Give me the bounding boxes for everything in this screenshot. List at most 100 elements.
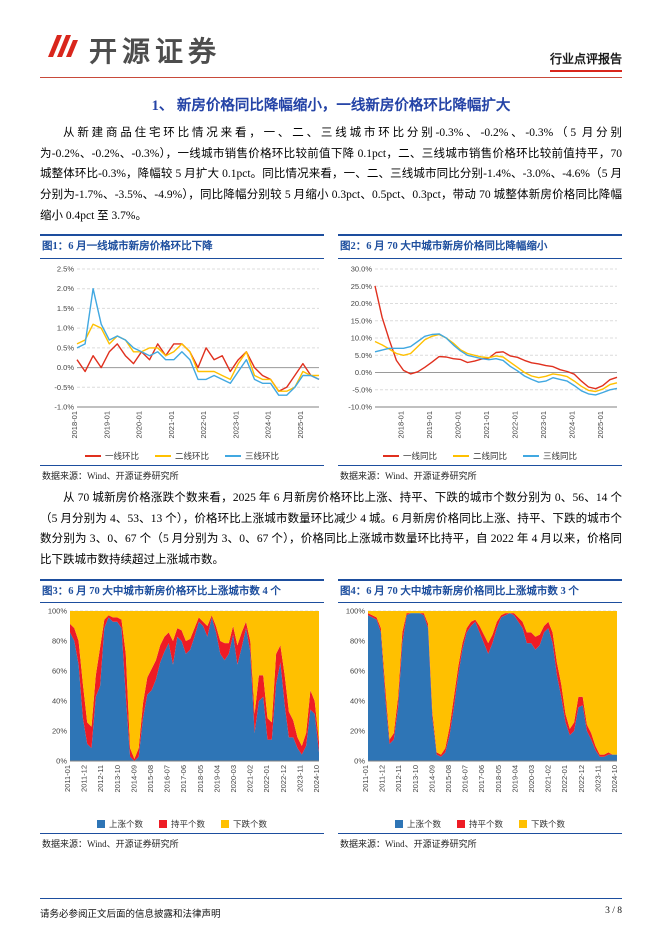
svg-text:-1.0%: -1.0% [54, 403, 74, 412]
legend-label: 一线同比 [402, 451, 437, 462]
svg-text:2019-01: 2019-01 [102, 411, 111, 439]
figure-4: 图4：6 月 70 大中城市新房价格同比上涨城市数 3 个 100% 80% 60%… [338, 578, 622, 851]
svg-text:100%: 100% [48, 607, 68, 616]
svg-text:20%: 20% [350, 727, 365, 736]
stacked-chart-city-count-yoy: 100% 80% 60% 40% 20% 0%2011-01 2011-12 2012-11 2… [346, 607, 619, 793]
svg-text:2020-03: 2020-03 [229, 765, 238, 793]
legend-label: 一线环比 [104, 451, 139, 462]
legend-item: 下跌个数 [519, 818, 565, 830]
legend-label: 二线环比 [174, 451, 209, 462]
svg-text:2.0%: 2.0% [57, 284, 74, 293]
svg-text:2022-01: 2022-01 [199, 411, 208, 439]
svg-text:2014-09: 2014-09 [427, 765, 436, 793]
svg-text:2021-02: 2021-02 [246, 765, 255, 793]
svg-text:2023-11: 2023-11 [593, 765, 602, 792]
legend-swatch-icon [225, 455, 241, 458]
svg-text:2023-01: 2023-01 [539, 411, 548, 439]
svg-text:2024-10: 2024-10 [610, 765, 619, 793]
svg-text:80%: 80% [350, 637, 365, 646]
svg-text:2023-01: 2023-01 [231, 411, 240, 439]
svg-text:2019-04: 2019-04 [212, 765, 221, 793]
svg-text:2022-01: 2022-01 [510, 411, 519, 439]
svg-text:2021-02: 2021-02 [544, 765, 553, 793]
svg-text:20%: 20% [52, 727, 67, 736]
svg-text:2024-01: 2024-01 [567, 411, 576, 439]
header-divider [40, 77, 622, 78]
legend-label: 上涨个数 [406, 819, 441, 830]
figure-4-title: 图4：6 月 70 大中城市新房价格同比上涨城市数 3 个 [338, 578, 622, 604]
figure-1-legend: 一线环比 二线环比 三线环比 [40, 450, 324, 462]
svg-text:0.0%: 0.0% [355, 368, 372, 377]
svg-text:0.5%: 0.5% [57, 343, 74, 352]
svg-text:2015-08: 2015-08 [444, 765, 453, 793]
doc-type-label: 行业点评报告 [549, 50, 622, 72]
legend-item: 二线环比 [154, 450, 209, 462]
svg-text:2020-03: 2020-03 [527, 765, 536, 793]
svg-text:-10.0%: -10.0% [348, 403, 372, 412]
svg-text:80%: 80% [52, 637, 67, 646]
svg-text:2018-05: 2018-05 [494, 765, 503, 793]
report-header: 开源证券 行业点评报告 [40, 14, 622, 72]
svg-text:2011-01: 2011-01 [63, 765, 72, 792]
svg-text:2022-01: 2022-01 [262, 765, 271, 793]
svg-text:2011-12: 2011-12 [378, 765, 387, 792]
line-chart-new-home-yoy: 30.0% 25.0% 20.0% 15.0% 10.0% 5.0% 0.0% -5.0% -1… [348, 265, 618, 439]
svg-text:2012-11: 2012-11 [394, 765, 403, 792]
svg-text:2011-12: 2011-12 [80, 765, 89, 792]
svg-text:30.0%: 30.0% [351, 265, 373, 274]
svg-text:0.0%: 0.0% [57, 363, 74, 372]
legend-swatch-icon [158, 820, 167, 829]
svg-text:2014-09: 2014-09 [129, 765, 138, 793]
svg-text:2012-11: 2012-11 [96, 765, 105, 792]
svg-text:1.5%: 1.5% [57, 304, 74, 313]
legend-label: 下跌个数 [531, 819, 566, 830]
legend-swatch-icon [519, 820, 527, 829]
line-chart-new-home-mom: 2.5% 2.0% 1.5% 1.0% 0.5% 0.0% -0.5% -1.0%2018-0… [54, 265, 320, 439]
legend-label: 二线同比 [472, 451, 507, 462]
svg-text:-0.5%: -0.5% [54, 383, 74, 392]
footer-disclaimer: 请务必参阅正文后面的信息披露和法律声明 [40, 910, 221, 920]
legend-swatch-icon [221, 820, 229, 829]
legend-label: 持平个数 [468, 819, 503, 830]
svg-text:2025-01: 2025-01 [596, 411, 605, 439]
svg-text:2022-01: 2022-01 [560, 765, 569, 793]
svg-text:2021-01: 2021-01 [167, 411, 176, 439]
svg-text:2022-12: 2022-12 [279, 765, 288, 793]
brand-name: 开源证券 [89, 35, 222, 67]
svg-text:2025-01: 2025-01 [296, 411, 305, 439]
svg-text:2019-01: 2019-01 [425, 411, 434, 439]
figure-1-source: 数据来源：Wind、开源证券研究所 [40, 465, 324, 482]
legend-label: 下跌个数 [233, 819, 268, 830]
svg-text:2016-07: 2016-07 [461, 765, 470, 793]
svg-text:40%: 40% [52, 697, 67, 706]
svg-text:2017-06: 2017-06 [179, 765, 188, 793]
svg-text:2022-12: 2022-12 [577, 765, 586, 793]
figure-row-1: 图1：6 月一线城市新房价格环比下降 2.5% 2.0% 1.5% 1.0% 0.5% 0… [40, 234, 622, 482]
legend-item: 持平个数 [158, 818, 205, 830]
legend-item: 二线同比 [452, 450, 507, 462]
svg-text:2013-10: 2013-10 [113, 765, 122, 793]
figure-2: 图2：6 月 70 大中城市新房价格同比降幅缩小 30.0% 25.0% 20.0%… [338, 234, 622, 482]
svg-text:2018-01: 2018-01 [397, 411, 406, 439]
figure-3: 图3：6 月 70 大中城市新房价格环比上涨城市数 4 个 100% 80% 60%… [40, 578, 324, 851]
svg-text:5.0%: 5.0% [355, 351, 372, 360]
svg-text:2018-05: 2018-05 [196, 765, 205, 793]
svg-text:10.0%: 10.0% [351, 334, 373, 343]
svg-text:2.5%: 2.5% [57, 265, 74, 274]
figure-3-legend: 上涨个数 持平个数 下跌个数 [40, 818, 324, 830]
svg-text:20.0%: 20.0% [351, 299, 373, 308]
figure-4-source: 数据来源：Wind、开源证券研究所 [338, 833, 622, 850]
legend-swatch-icon [154, 455, 171, 458]
figure-4-legend: 上涨个数 持平个数 下跌个数 [338, 818, 622, 830]
legend-item: 一线环比 [84, 450, 139, 462]
brand-logo-icon [40, 27, 80, 72]
page-footer: 请务必参阅正文后面的信息披露和法律声明 3 / 8 [40, 898, 622, 920]
figure-1-title: 图1：6 月一线城市新房价格环比下降 [40, 234, 324, 260]
figure-2-title: 图2：6 月 70 大中城市新房价格同比降幅缩小 [338, 234, 622, 260]
legend-swatch-icon [382, 455, 399, 458]
legend-swatch-icon [394, 820, 403, 829]
figure-1: 图1：6 月一线城市新房价格环比下降 2.5% 2.0% 1.5% 1.0% 0.5% 0… [40, 234, 324, 482]
legend-item: 三线同比 [523, 450, 577, 462]
section-heading: 1、 新房价格同比降幅缩小，一线新房价格环比降幅扩大 [151, 98, 511, 114]
